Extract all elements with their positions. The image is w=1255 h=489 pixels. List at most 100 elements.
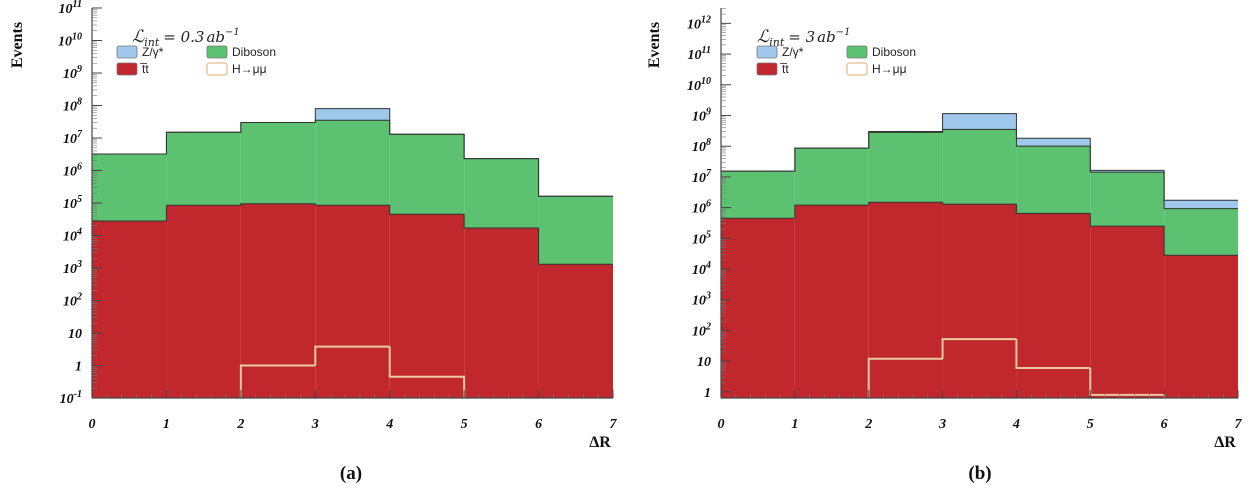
y-tick-base: 10 xyxy=(63,197,77,212)
y-tick-exponent: 10 xyxy=(72,32,82,43)
y-tick-label: 107 xyxy=(692,168,712,186)
y-tick-base: 10 xyxy=(692,294,706,309)
y-tick-base: 10 xyxy=(692,263,706,278)
y-tick-base: 10 xyxy=(63,295,77,310)
lumi-subscript: int xyxy=(144,36,160,49)
bar-ttbar-bin-3 xyxy=(315,205,390,398)
y-tick-base: 10 xyxy=(687,17,701,32)
y-tick-label: 10 xyxy=(68,327,82,342)
y-tick-exponent: 2 xyxy=(76,292,82,303)
bar-diboson-bin-3 xyxy=(942,129,1017,205)
y-tick-label: 106 xyxy=(692,199,711,217)
bar-diboson-bin-3 xyxy=(315,120,390,206)
series-edge-zgamma xyxy=(721,113,1238,201)
y-tick-exponent: 11 xyxy=(702,45,711,56)
legend-label-zgamma: Z/γ* xyxy=(142,45,164,59)
x-tick-label: 1 xyxy=(163,417,170,432)
y-axis-label: Events xyxy=(646,22,663,68)
bar-ttbar-bin-3 xyxy=(942,204,1017,398)
series-edge-ttbar xyxy=(92,203,613,265)
y-tick-exponent: 3 xyxy=(705,291,711,302)
y-tick-label: 1012 xyxy=(687,14,711,32)
chart-panel-b: 1101021031041051061071081091010101110120… xyxy=(646,8,1243,484)
y-tick-exponent: 11 xyxy=(73,0,82,10)
bar-diboson-bin-4 xyxy=(1016,146,1091,214)
y-tick-base: 10 xyxy=(63,100,77,115)
bar-zgamma-bin-3 xyxy=(315,108,390,121)
y-tick-label: 108 xyxy=(692,137,711,155)
y-tick-exponent: 6 xyxy=(706,199,711,210)
y-tick-exponent: 12 xyxy=(701,14,711,25)
y-tick-exponent: 8 xyxy=(706,137,711,148)
y-tick-base: 10 xyxy=(692,171,706,186)
y-tick-label: 107 xyxy=(63,129,83,147)
bar-ttbar-bin-6 xyxy=(538,264,613,398)
x-tick-label: 5 xyxy=(461,417,468,432)
y-tick-base: 10 xyxy=(697,355,711,370)
y-tick-base: 10 xyxy=(692,202,706,217)
bar-ttbar-bin-6 xyxy=(1164,255,1238,398)
bar-ttbar-bin-2 xyxy=(868,202,943,398)
y-tick-label: 1 xyxy=(75,360,82,375)
y-tick-label: 104 xyxy=(692,260,711,278)
y-tick-exponent: 3 xyxy=(76,259,82,270)
legend-swatch-diboson xyxy=(846,45,868,59)
bar-ttbar-bin-0 xyxy=(92,220,167,398)
x-tick-label: 1 xyxy=(791,417,798,432)
bar-zgamma-bin-4 xyxy=(1016,138,1091,147)
bar-ttbar-bin-1 xyxy=(166,205,241,398)
bar-ttbar-bin-4 xyxy=(1016,213,1091,398)
y-tick-label: 10 xyxy=(697,355,711,370)
bar-ttbar-bin-0 xyxy=(721,218,795,398)
x-axis-label: ΔR xyxy=(1214,434,1236,451)
x-tick-label: 4 xyxy=(1012,417,1020,432)
y-tick-label: 1010 xyxy=(687,76,711,94)
y-tick-exponent: 9 xyxy=(706,106,711,117)
y-tick-exponent: 4 xyxy=(76,227,82,238)
y-tick-base: 1 xyxy=(704,386,711,401)
series-edge-zgamma xyxy=(92,108,613,197)
y-tick-base: 10 xyxy=(692,324,706,339)
y-tick-label: 1011 xyxy=(688,45,711,63)
legend-label-diboson: Diboson xyxy=(872,45,916,59)
x-tick-label: 7 xyxy=(1235,417,1243,432)
legend-swatch-signal xyxy=(206,62,228,76)
y-tick-exponent: 2 xyxy=(705,321,711,332)
bar-zgamma-bin-5 xyxy=(1090,170,1165,173)
y-tick-exponent: 6 xyxy=(77,162,82,173)
bar-ttbar-bin-5 xyxy=(1090,226,1165,398)
y-tick-exponent: 8 xyxy=(77,97,82,108)
y-tick-base: 10 xyxy=(63,230,77,245)
luminosity-label: ℒint = 0.3 ab−1 xyxy=(132,27,240,49)
bar-diboson-bin-0 xyxy=(721,171,795,219)
y-tick-base: 10 xyxy=(688,48,702,63)
legend-swatch-diboson xyxy=(206,45,228,59)
y-tick-base: 10 xyxy=(59,2,73,17)
legend-label-ttbar: t̅t xyxy=(780,62,790,76)
lumi-unit: ab xyxy=(817,28,836,46)
x-tick-label: 0 xyxy=(89,417,96,432)
lumi-exponent: −1 xyxy=(836,27,851,38)
bar-ttbar-bin-4 xyxy=(389,214,465,398)
y-tick-label: 102 xyxy=(692,321,711,339)
y-tick-label: 109 xyxy=(692,106,711,124)
y-tick-base: 10 xyxy=(58,35,72,50)
x-axis-label: ΔR xyxy=(589,434,611,451)
y-tick-label: 1010 xyxy=(58,32,82,50)
y-tick-base: 10 xyxy=(687,79,701,94)
bar-diboson-bin-1 xyxy=(794,148,869,206)
y-tick-label: 10-1 xyxy=(60,389,82,407)
y-tick-exponent: 5 xyxy=(77,194,82,205)
bar-zgamma-bin-3 xyxy=(942,113,1017,130)
lumi-equals: = 0.3 xyxy=(163,28,204,46)
signal-line-signal xyxy=(867,338,1166,398)
bar-ttbar-bin-2 xyxy=(240,203,316,398)
panel-caption: (a) xyxy=(340,463,362,484)
bar-diboson-bin-4 xyxy=(389,134,465,215)
signal-line-signal xyxy=(239,345,466,398)
x-tick-label: 6 xyxy=(535,417,542,432)
bar-ttbar-bin-1 xyxy=(794,205,869,398)
lumi-equals: = 3 xyxy=(788,28,815,46)
bar-diboson-bin-5 xyxy=(464,158,539,229)
